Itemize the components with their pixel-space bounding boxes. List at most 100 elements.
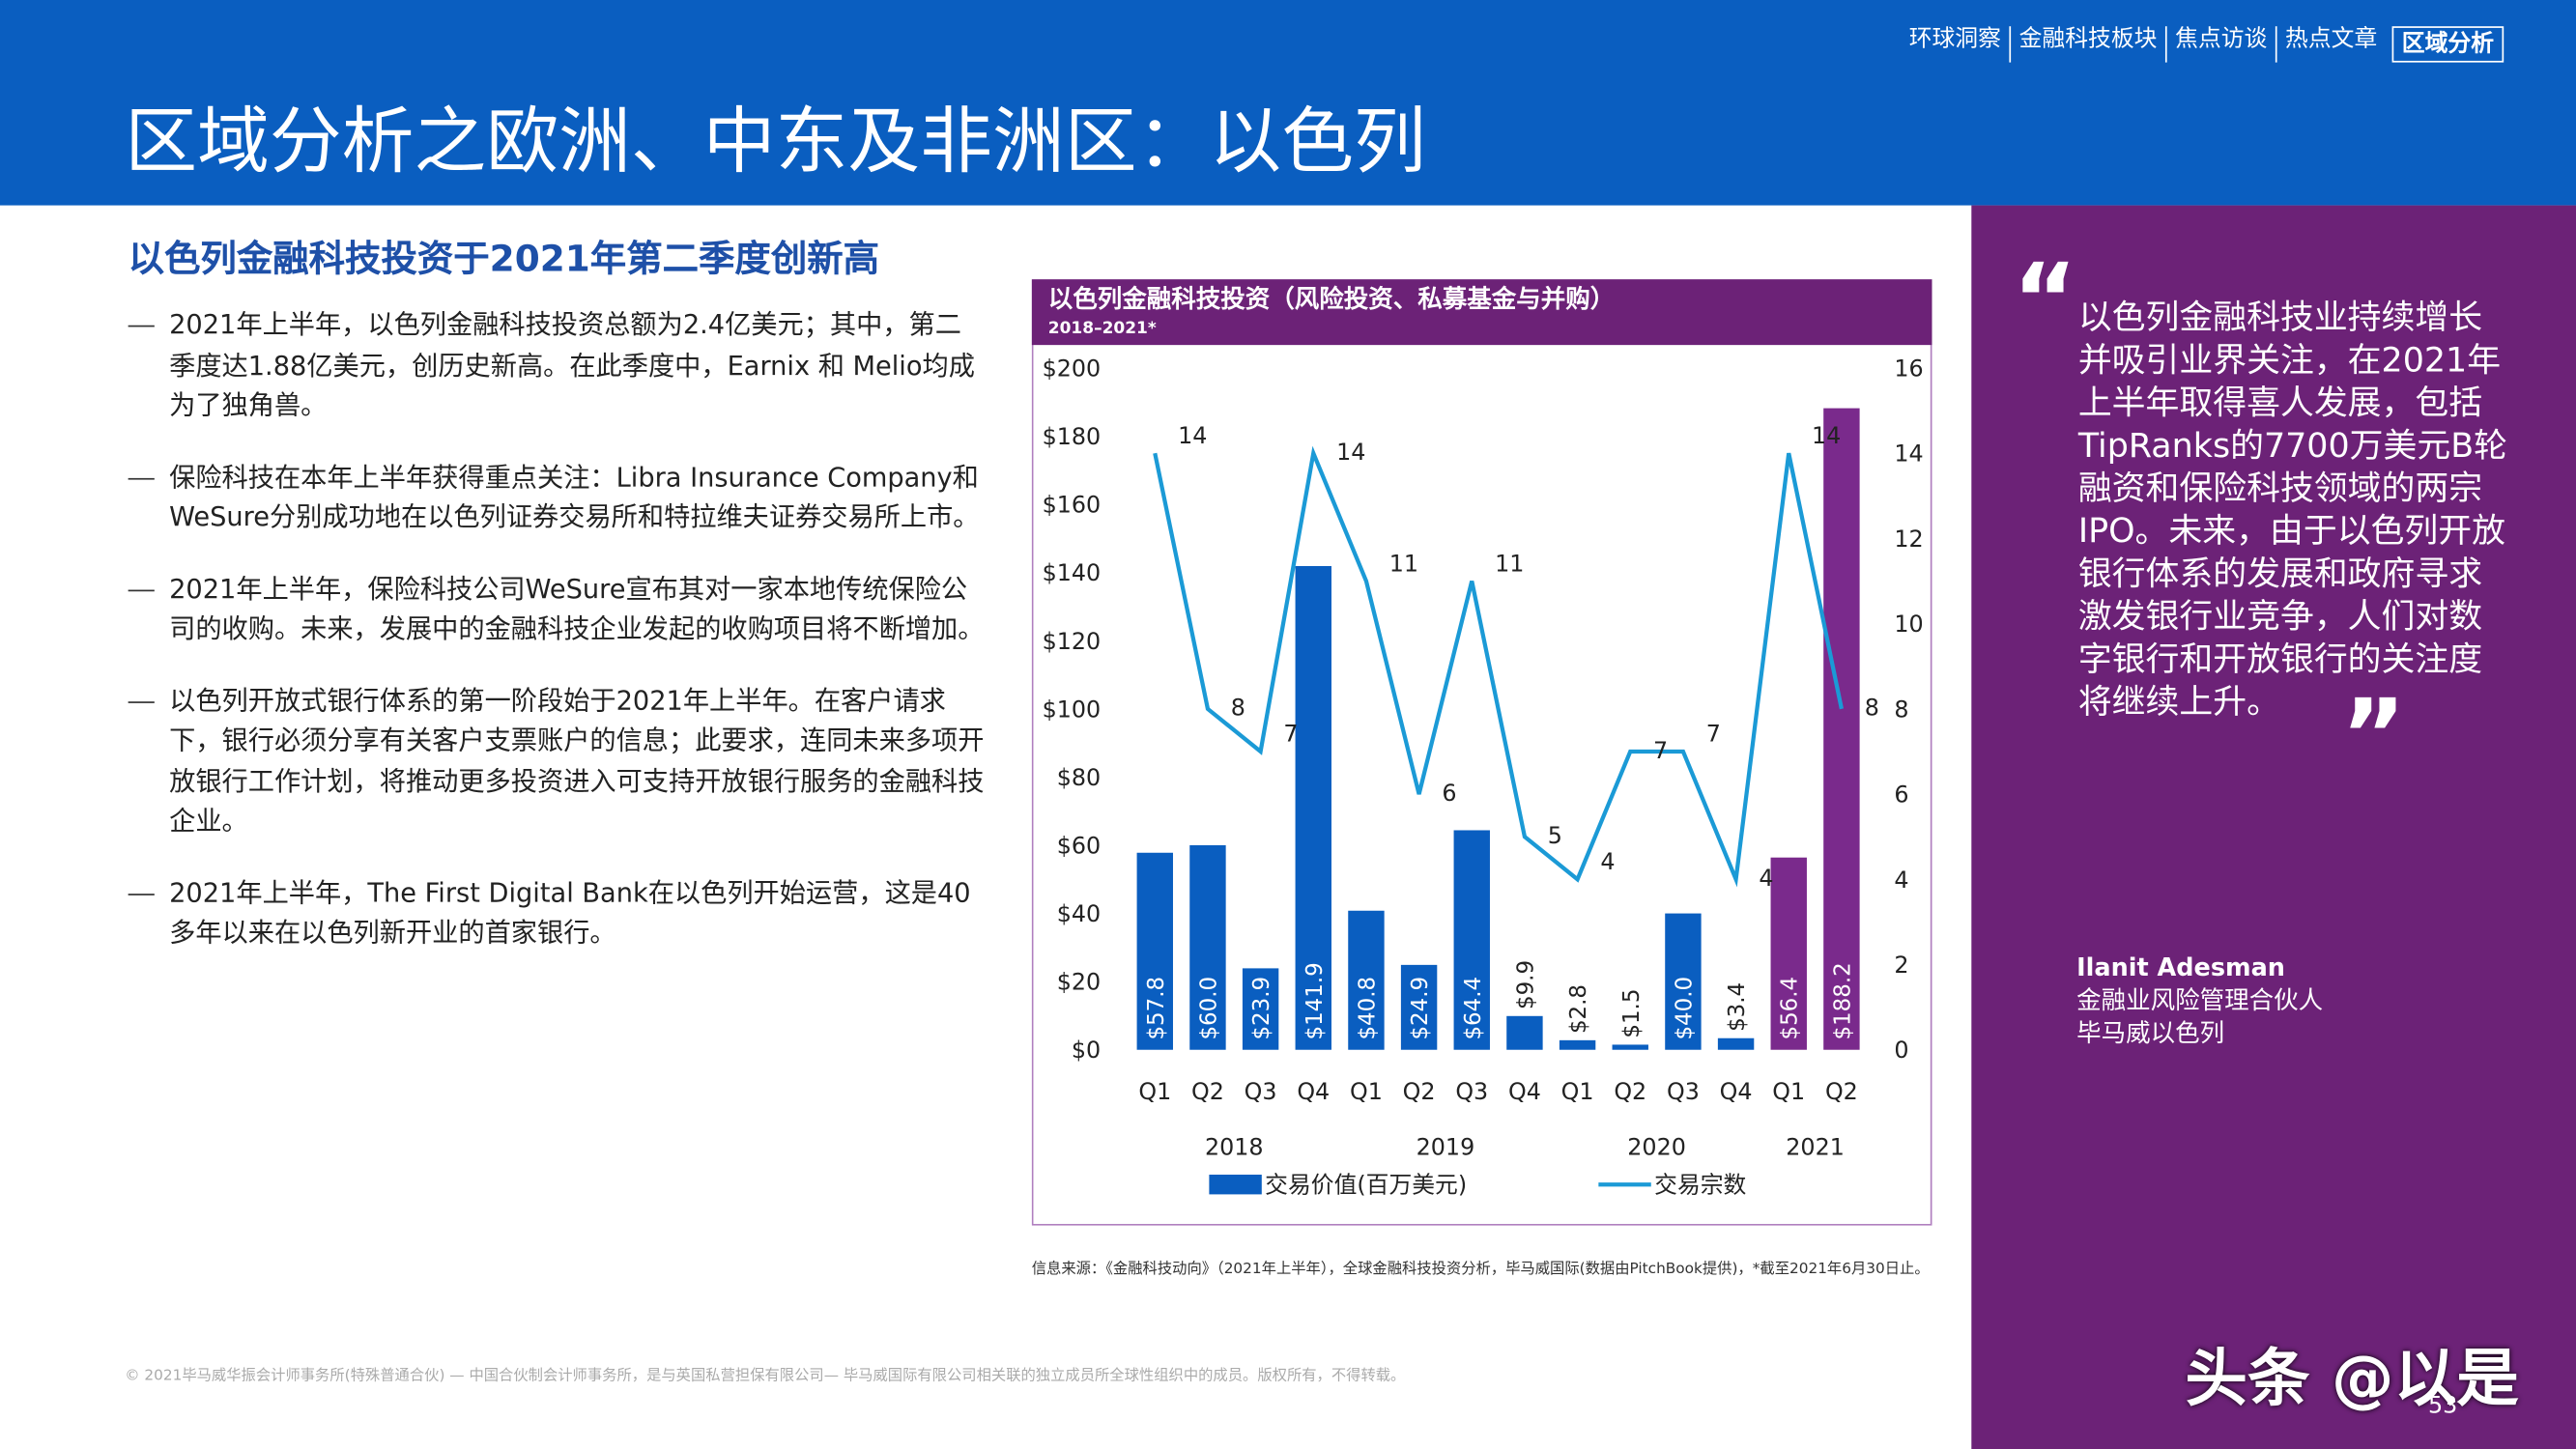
x-tick-label: Q4: [1297, 1078, 1330, 1105]
nav-item: 焦点访谈: [2164, 26, 2275, 63]
chart-frame: [1031, 279, 1932, 1226]
source-note: 信息来源：《金融科技动向》（2021年上半年），全球金融科技投资分析，毕马威国际…: [1031, 1262, 1930, 1279]
line-value-label: 11: [1389, 550, 1418, 577]
bar-value-label: $23.9: [1249, 977, 1274, 1040]
line-value-label: 14: [1812, 422, 1841, 449]
bar-value-label: $3.4: [1725, 982, 1750, 1032]
legend-label: 交易价值(百万美元): [1265, 1172, 1467, 1199]
y-tick-label: $80: [1057, 764, 1101, 791]
line-value-label: 4: [1759, 865, 1773, 892]
y2-tick-label: 2: [1894, 952, 1908, 979]
bar-value-label: $64.4: [1461, 977, 1486, 1040]
y-tick-label: $20: [1057, 969, 1101, 996]
x-tick-label: Q1: [1561, 1078, 1594, 1105]
bar: [1612, 1044, 1648, 1050]
y-tick-label: $0: [1072, 1037, 1101, 1064]
bar-value-label: $188.2: [1830, 962, 1855, 1039]
y2-tick-label: 8: [1894, 696, 1908, 723]
bar: [1665, 913, 1702, 1050]
bar-value-label: $2.8: [1566, 984, 1591, 1034]
y-tick-label: $160: [1043, 492, 1102, 519]
y2-tick-label: 4: [1894, 867, 1908, 894]
bullet: 保险科技在本年上半年获得重点关注：Libra Insurance Company…: [128, 458, 987, 538]
title: 区域分析之欧洲、中东及非洲区：以色列: [125, 99, 1426, 185]
bar-value-label: $24.9: [1408, 977, 1433, 1040]
bar: [1242, 968, 1279, 1050]
bar-value-label: $60.0: [1196, 977, 1221, 1040]
line-value-label: 8: [1865, 695, 1879, 722]
line-value-label: 4: [1600, 848, 1615, 875]
nav: 环球洞察 金融科技板块 焦点访谈 热点文章 区域分析: [1901, 26, 2504, 63]
line-value-label: 14: [1178, 422, 1207, 449]
x-tick-label: Q4: [1720, 1078, 1753, 1105]
x-group-label: 2018: [1205, 1134, 1264, 1161]
quote-name: Ilanit Adesman: [2076, 952, 2285, 983]
bar: [1823, 408, 1860, 1050]
bullet: 2021年上半年，保险科技公司WeSure宣布其对一家本地传统保险公司的收购。未…: [128, 569, 987, 649]
x-tick-label: Q2: [1191, 1078, 1224, 1105]
nav-item: 热点文章: [2275, 26, 2386, 63]
quote-role: 金融业风险管理合伙人: [2076, 985, 2324, 1016]
y2-tick-label: 16: [1894, 355, 1923, 382]
bar: [1770, 857, 1807, 1050]
chart-header: [1031, 279, 1932, 346]
x-group-label: 2021: [1786, 1134, 1845, 1161]
header: [0, 0, 2576, 206]
line-value-label: 7: [1653, 737, 1668, 764]
legend-label: 交易宗数: [1654, 1172, 1746, 1199]
nav-item: 区域分析: [2391, 26, 2504, 63]
bar: [1717, 1037, 1755, 1050]
bar: [1189, 844, 1226, 1050]
line-value-label: 7: [1706, 721, 1721, 748]
watermark: 头条 @以是: [2185, 1342, 2519, 1415]
bar-value-label: $1.5: [1619, 989, 1645, 1038]
quote-org: 毕马威以色列: [2076, 1018, 2225, 1049]
bar: [1136, 852, 1173, 1050]
x-tick-label: Q1: [1772, 1078, 1805, 1105]
quote-close: ”: [2340, 678, 2406, 794]
x-tick-label: Q2: [1403, 1078, 1436, 1105]
x-tick-label: Q2: [1614, 1078, 1646, 1105]
quote-panel: [1971, 205, 2576, 1449]
chart: 以色列金融科技投资（风险投资、私募基金与并购） 2018–2021* $0 $20…: [1031, 279, 1932, 1226]
bar: [1400, 964, 1438, 1050]
page-number: 53: [2427, 1393, 2458, 1420]
line-value-label: 5: [1548, 822, 1562, 849]
bar-value-label: $9.9: [1513, 960, 1538, 1009]
line-value-label: 6: [1442, 780, 1456, 807]
bar: [1506, 1015, 1543, 1050]
nav-item: 金融科技板块: [2009, 26, 2165, 63]
bullets: 2021年上半年，以色列金融科技投资总额为2.4亿美元；其中，第二季度达1.88…: [128, 305, 987, 984]
x-tick-label: Q1: [1350, 1078, 1383, 1105]
y-tick-label: $60: [1057, 833, 1101, 860]
bar-value-label: $40.8: [1355, 977, 1380, 1040]
line: [1153, 445, 1844, 888]
y-tick-label: $140: [1043, 559, 1102, 586]
quote-open: “: [2012, 242, 2077, 358]
bar-value-label: $57.8: [1144, 977, 1169, 1040]
line-value-label: 7: [1283, 721, 1298, 748]
y-tick-label: $180: [1043, 423, 1102, 450]
bar-value-label: $40.0: [1672, 977, 1697, 1040]
y-tick-label: $200: [1043, 355, 1102, 382]
bar: [1295, 565, 1331, 1050]
chart-title: 以色列金融科技投资（风险投资、私募基金与并购）: [1048, 285, 1615, 314]
legend-swatch: [1209, 1174, 1262, 1195]
copyright: © 2021毕马威华振会计师事务所(特殊普通合伙) — 中国合伙制会计师事务所，…: [125, 1368, 1406, 1385]
line-value-label: 14: [1336, 439, 1365, 466]
bar-value-label: $141.9: [1302, 962, 1328, 1039]
bar-value-label: $56.4: [1778, 977, 1803, 1040]
x-tick-label: Q3: [1667, 1078, 1700, 1105]
y-tick-label: $100: [1043, 696, 1102, 723]
x-group-label: 2019: [1417, 1134, 1475, 1161]
y2-tick-label: 6: [1894, 781, 1908, 809]
bullet: 以色列开放式银行体系的第一阶段始于2021年上半年。在客户请求下，银行必须分享有…: [128, 681, 987, 842]
y-tick-label: $40: [1057, 900, 1101, 927]
y-tick-label: $120: [1043, 628, 1102, 655]
bar: [1348, 910, 1385, 1050]
x-tick-label: Q1: [1138, 1078, 1171, 1105]
x-group-label: 2020: [1627, 1134, 1686, 1161]
y2-tick-label: 10: [1894, 611, 1923, 638]
